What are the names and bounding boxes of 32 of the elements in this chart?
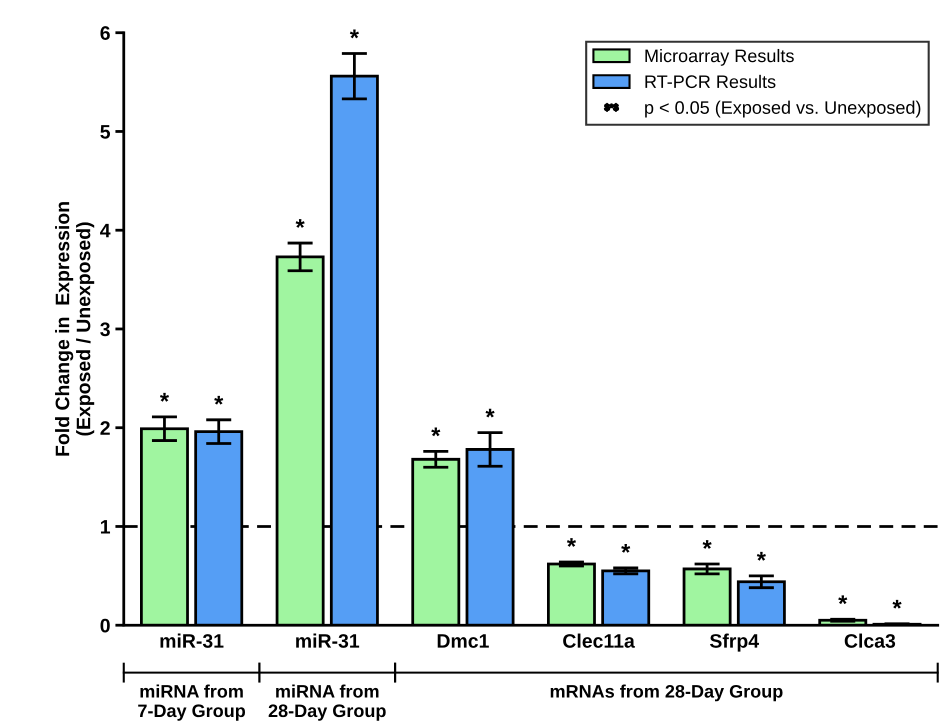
data-label: * — [756, 552, 766, 561]
data-label: * — [702, 540, 712, 549]
text: miRNA from 28-Day Group — [268, 684, 386, 721]
y-tick-label: 3 — [100, 322, 110, 336]
text: mRNAs from 28-Day Group — [550, 684, 783, 702]
y-tick-label: 1 — [100, 520, 110, 534]
data-label: * — [566, 538, 576, 547]
text: miRNA from 7-Day Group — [138, 684, 246, 721]
legend-label: Microarray Results — [645, 48, 794, 66]
x-tick-label: Dmc1 — [438, 634, 489, 648]
data-label: * — [160, 392, 170, 402]
annotation: p < 0.05 (Exposed vs. Unexposed) — [645, 100, 920, 118]
data-label: * — [621, 544, 630, 553]
x-tick-label: Sfrp4 — [710, 634, 759, 652]
data-label: * — [296, 219, 305, 228]
data-label: * — [892, 600, 902, 609]
y-tick-label: 4 — [100, 224, 110, 238]
data-label: * — [431, 428, 440, 436]
y-tick-label: 6 — [100, 26, 110, 40]
y-tick-label: 2 — [100, 421, 110, 435]
x-tick-label: Clca3 — [844, 634, 896, 648]
x-tick-label: miR-31 — [160, 634, 224, 648]
y-tick-label: 0 — [100, 618, 110, 632]
data-label: * — [214, 396, 224, 405]
data-label: * — [350, 30, 359, 38]
x-tick-label: miR-31 — [296, 634, 360, 648]
x-tick-label: Clec11a — [563, 634, 635, 648]
y-axis-title: Fold Change in Expression (Exposed / Unexposed) — [55, 202, 94, 456]
data-label: * — [486, 408, 495, 418]
legend-label: RT-PCR Results — [645, 74, 776, 88]
data-label: * — [838, 595, 848, 604]
y-tick-label: 5 — [100, 125, 110, 139]
